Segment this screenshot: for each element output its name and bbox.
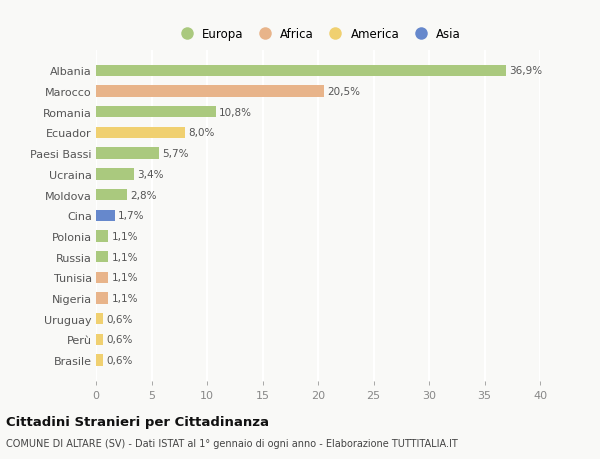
- Text: 0,6%: 0,6%: [106, 314, 133, 324]
- Bar: [96, 334, 103, 345]
- Bar: [96, 272, 108, 283]
- Text: 0,6%: 0,6%: [106, 355, 133, 365]
- Text: 20,5%: 20,5%: [327, 87, 360, 97]
- Text: 1,1%: 1,1%: [112, 231, 138, 241]
- Bar: [96, 86, 323, 97]
- Bar: [96, 66, 506, 77]
- Bar: [96, 293, 108, 304]
- Text: 3,4%: 3,4%: [137, 169, 164, 179]
- Bar: [96, 252, 108, 263]
- Text: 1,1%: 1,1%: [112, 273, 138, 283]
- Text: 1,1%: 1,1%: [112, 293, 138, 303]
- Bar: [96, 355, 103, 366]
- Text: 10,8%: 10,8%: [219, 107, 252, 118]
- Bar: [96, 107, 216, 118]
- Text: COMUNE DI ALTARE (SV) - Dati ISTAT al 1° gennaio di ogni anno - Elaborazione TUT: COMUNE DI ALTARE (SV) - Dati ISTAT al 1°…: [6, 438, 458, 448]
- Bar: [96, 169, 134, 180]
- Text: 36,9%: 36,9%: [509, 66, 542, 76]
- Bar: [96, 128, 185, 139]
- Bar: [96, 210, 115, 221]
- Bar: [96, 148, 159, 159]
- Bar: [96, 313, 103, 325]
- Text: Cittadini Stranieri per Cittadinanza: Cittadini Stranieri per Cittadinanza: [6, 415, 269, 428]
- Text: 1,1%: 1,1%: [112, 252, 138, 262]
- Text: 8,0%: 8,0%: [188, 128, 215, 138]
- Text: 0,6%: 0,6%: [106, 335, 133, 345]
- Bar: [96, 190, 127, 201]
- Text: 1,7%: 1,7%: [118, 211, 145, 221]
- Bar: [96, 231, 108, 242]
- Legend: Europa, Africa, America, Asia: Europa, Africa, America, Asia: [170, 23, 466, 46]
- Text: 5,7%: 5,7%: [163, 149, 189, 159]
- Text: 2,8%: 2,8%: [130, 190, 157, 200]
